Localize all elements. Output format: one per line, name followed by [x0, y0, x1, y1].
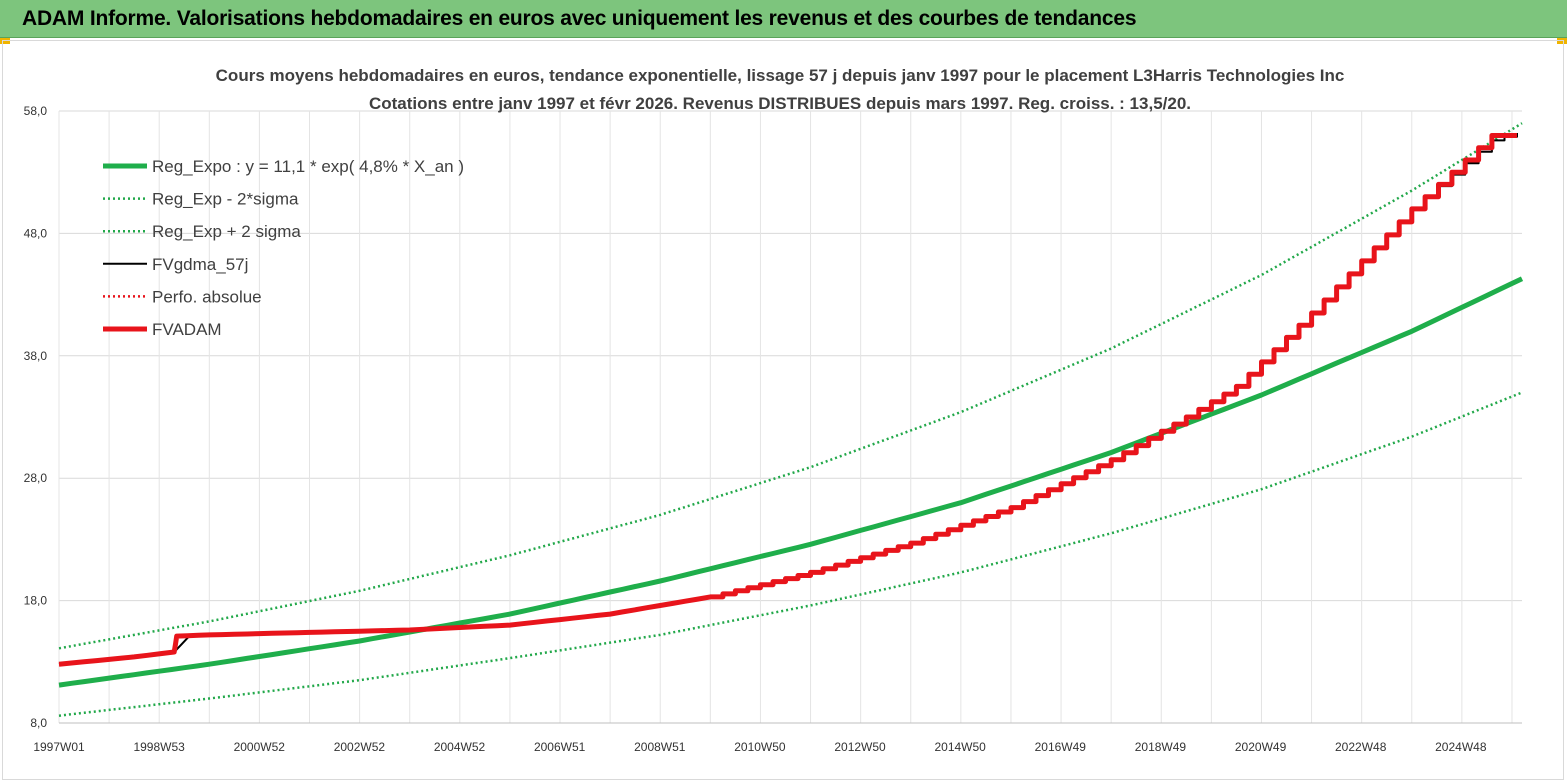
chart-legend: Reg_Expo : y = 11,1 * exp( 4,8% * X_an )…	[103, 157, 464, 339]
legend-label: FVgdma_57j	[152, 255, 248, 274]
x-tick-label: 2008W51	[634, 740, 686, 754]
y-axis-ticks: 8,0 18,0 28,0 38,0 48,0 58,0	[24, 104, 48, 730]
x-tick-label: 2012W50	[834, 740, 886, 754]
x-tick-label: 2014W50	[934, 740, 986, 754]
x-tick-label: 2000W52	[234, 740, 286, 754]
chart-frame	[2, 40, 1564, 780]
y-tick-label: 48,0	[24, 226, 48, 240]
y-tick-label: 18,0	[24, 594, 48, 608]
series-line	[58, 133, 1517, 667]
report-banner: ADAM Informe. Valorisations hebdomadaire…	[0, 0, 1567, 38]
x-tick-label: 1998W53	[133, 740, 185, 754]
x-tick-label: 2024W48	[1435, 740, 1487, 754]
series-line	[58, 276, 1524, 688]
x-tick-label: 2006W51	[534, 740, 586, 754]
y-tick-label: 8,0	[30, 716, 47, 730]
y-tick-label: 38,0	[24, 349, 48, 363]
x-tick-label: 1997W01	[33, 740, 85, 754]
y-tick-label: 58,0	[24, 104, 48, 118]
chart-subtitle: Cotations entre janv 1997 et févr 2026. …	[369, 94, 1191, 113]
legend-label: FVADAM	[152, 320, 222, 339]
x-tick-label: 2002W52	[334, 740, 386, 754]
chart-series	[58, 122, 1524, 717]
x-axis-ticks: 1997W01 1998W53 2000W52 2002W52 2004W52 2006W…	[33, 740, 1487, 754]
chart-grid	[58, 110, 1522, 724]
chart-title: Cours moyens hebdomadaires en euros, ten…	[216, 66, 1345, 85]
corner-marker-right	[1557, 38, 1567, 44]
legend-label: Reg_Exp - 2*sigma	[152, 190, 299, 209]
y-tick-label: 28,0	[24, 471, 48, 485]
x-tick-label: 2010W50	[734, 740, 786, 754]
series-line	[58, 391, 1523, 717]
corner-marker-left	[0, 38, 10, 44]
x-tick-label: 2018W49	[1135, 740, 1187, 754]
x-tick-label: 2020W49	[1235, 740, 1287, 754]
x-tick-label: 2016W49	[1035, 740, 1087, 754]
legend-label: Reg_Exp + 2 sigma	[152, 222, 301, 241]
series-line	[58, 134, 1517, 666]
legend-label: Perfo. absolue	[152, 287, 262, 306]
series-line	[58, 122, 1523, 650]
x-tick-label: 2022W48	[1335, 740, 1387, 754]
report-title: ADAM Informe. Valorisations hebdomadaire…	[22, 7, 1137, 30]
x-tick-label: 2004W52	[434, 740, 486, 754]
series-line	[58, 133, 1518, 666]
legend-label: Reg_Expo : y = 11,1 * exp( 4,8% * X_an )	[152, 157, 464, 176]
